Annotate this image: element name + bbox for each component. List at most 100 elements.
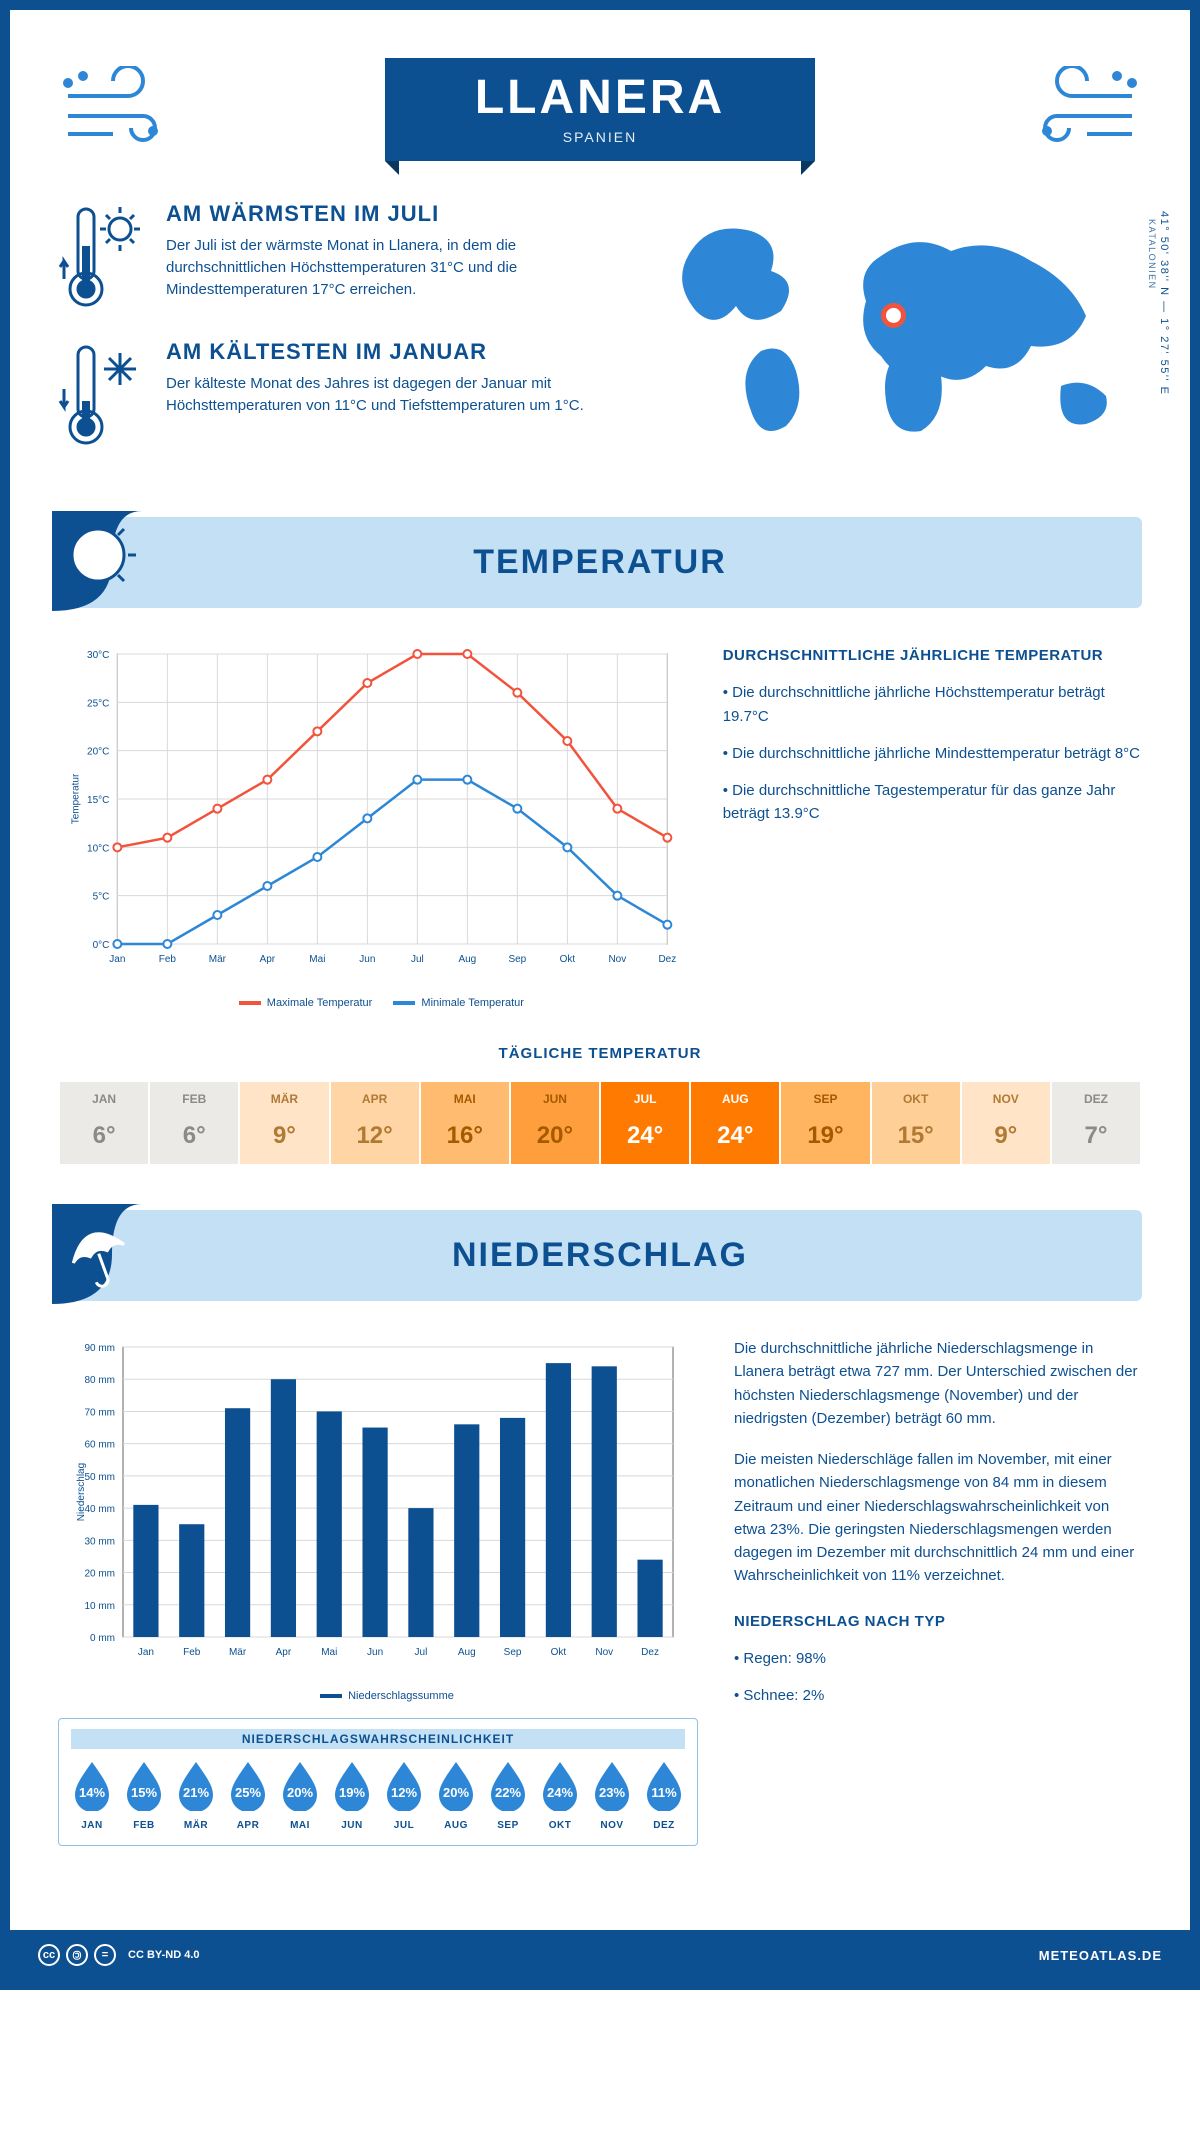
svg-text:10 mm: 10 mm <box>84 1601 115 1612</box>
fact-title: AM KÄLTESTEN IM JANUAR <box>166 339 600 365</box>
svg-text:24%: 24% <box>547 1785 573 1800</box>
svg-text:Mai: Mai <box>321 1647 337 1658</box>
svg-text:50 mm: 50 mm <box>84 1472 115 1483</box>
precip-prob-drop: 11%DEZ <box>643 1759 685 1831</box>
footer: cc🄯= CC BY-ND 4.0 METEOATLAS.DE <box>10 1930 1190 1980</box>
svg-text:10°C: 10°C <box>87 843 109 854</box>
daily-temp-cell: AUG24° <box>691 1082 781 1164</box>
precip-prob-drop: 15%FEB <box>123 1759 165 1831</box>
fact-text: Der kälteste Monat des Jahres ist dagege… <box>166 373 600 417</box>
svg-text:Okt: Okt <box>560 954 576 965</box>
svg-text:11%: 11% <box>651 1785 677 1800</box>
precip-prob-drop: 20%MAI <box>279 1759 321 1831</box>
svg-text:Sep: Sep <box>508 954 526 965</box>
precip-bar-chart: 0 mm10 mm20 mm30 mm40 mm50 mm60 mm70 mm8… <box>58 1337 698 1846</box>
svg-text:Sep: Sep <box>504 1647 522 1658</box>
daily-temp-cell: SEP19° <box>781 1082 871 1164</box>
svg-text:Jun: Jun <box>367 1647 383 1658</box>
precip-probability: NIEDERSCHLAGSWAHRSCHEINLICHKEIT 14%JAN15… <box>58 1718 698 1846</box>
wind-icon <box>58 66 178 156</box>
svg-text:Mär: Mär <box>229 1647 247 1658</box>
svg-text:Temperatur: Temperatur <box>70 773 81 824</box>
section-heading: NIEDERSCHLAG <box>58 1236 1142 1275</box>
temperature-line-chart: 0°C 5°C 10°C 15°C 20°C 25°C 30°C Jan Feb Mär Apr Ma… <box>58 644 687 1009</box>
svg-text:Feb: Feb <box>183 1647 201 1658</box>
precip-summary: Die durchschnittliche jährliche Niedersc… <box>734 1337 1142 1846</box>
svg-text:Okt: Okt <box>551 1647 567 1658</box>
svg-text:22%: 22% <box>495 1785 521 1800</box>
svg-text:Nov: Nov <box>595 1647 613 1658</box>
chart-legend: Maximale Temperatur Minimale Temperatur <box>58 997 687 1009</box>
title-ribbon: LLANERA SPANIEN <box>385 58 815 161</box>
daily-temp-strip: JAN6°FEB6°MÄR9°APR12°MAI16°JUN20°JUL24°A… <box>58 1080 1142 1166</box>
daily-temp-cell: JUL24° <box>601 1082 691 1164</box>
svg-text:Dez: Dez <box>641 1647 659 1658</box>
svg-text:30 mm: 30 mm <box>84 1536 115 1547</box>
svg-text:0°C: 0°C <box>93 940 110 951</box>
svg-text:Jan: Jan <box>109 954 125 965</box>
page-subtitle: SPANIEN <box>475 129 725 145</box>
precip-prob-drop: 25%APR <box>227 1759 269 1831</box>
thermometer-sun-icon <box>58 201 148 311</box>
svg-text:14%: 14% <box>79 1785 105 1800</box>
svg-text:20%: 20% <box>287 1785 313 1800</box>
svg-text:40 mm: 40 mm <box>84 1504 115 1515</box>
daily-temp-cell: NOV9° <box>962 1082 1052 1164</box>
svg-text:Mai: Mai <box>309 954 325 965</box>
svg-text:Dez: Dez <box>658 954 676 965</box>
world-map: 41° 50' 38'' N — 1° 27' 55'' E KATALONIE… <box>640 201 1142 477</box>
daily-temp-title: TÄGLICHE TEMPERATUR <box>58 1045 1142 1062</box>
sun-icon <box>52 511 172 611</box>
svg-text:Nov: Nov <box>608 954 626 965</box>
daily-temp-cell: MÄR9° <box>240 1082 330 1164</box>
svg-text:21%: 21% <box>183 1785 209 1800</box>
daily-temp-cell: MAI16° <box>421 1082 511 1164</box>
svg-text:25%: 25% <box>235 1785 261 1800</box>
svg-text:20 mm: 20 mm <box>84 1569 115 1580</box>
svg-text:5°C: 5°C <box>93 892 110 903</box>
precip-prob-drop: 14%JAN <box>71 1759 113 1831</box>
svg-text:80 mm: 80 mm <box>84 1375 115 1386</box>
daily-temp-cell: JAN6° <box>60 1082 150 1164</box>
daily-temp-cell: FEB6° <box>150 1082 240 1164</box>
precip-prob-drop: 22%SEP <box>487 1759 529 1831</box>
precip-prob-drop: 24%OKT <box>539 1759 581 1831</box>
precip-prob-drop: 12%JUL <box>383 1759 425 1831</box>
section-heading: TEMPERATUR <box>58 543 1142 582</box>
daily-temp-cell: DEZ7° <box>1052 1082 1140 1164</box>
site-name: METEOATLAS.DE <box>1039 1948 1162 1963</box>
svg-text:70 mm: 70 mm <box>84 1407 115 1418</box>
header: LLANERA SPANIEN <box>58 58 1142 161</box>
section-band-precip: NIEDERSCHLAG <box>58 1210 1142 1301</box>
svg-text:Niederschlag: Niederschlag <box>76 1463 87 1521</box>
fact-coldest: AM KÄLTESTEN IM JANUAR Der kälteste Mona… <box>58 339 600 449</box>
page-title: LLANERA <box>475 70 725 125</box>
svg-text:15%: 15% <box>131 1785 157 1800</box>
svg-text:15°C: 15°C <box>87 795 109 806</box>
coordinates: 41° 50' 38'' N — 1° 27' 55'' E KATALONIE… <box>1146 211 1170 477</box>
precip-prob-drop: 20%AUG <box>435 1759 477 1831</box>
svg-text:Feb: Feb <box>159 954 177 965</box>
svg-text:20°C: 20°C <box>87 747 109 758</box>
cc-license-icons: cc🄯= CC BY-ND 4.0 <box>38 1944 200 1966</box>
svg-text:Jun: Jun <box>359 954 375 965</box>
fact-warmest: AM WÄRMSTEN IM JULI Der Juli ist der wär… <box>58 201 600 311</box>
svg-text:12%: 12% <box>391 1785 417 1800</box>
temperature-summary: DURCHSCHNITTLICHE JÄHRLICHE TEMPERATUR •… <box>723 644 1142 1009</box>
svg-text:30°C: 30°C <box>87 650 109 661</box>
section-band-temperature: TEMPERATUR <box>58 517 1142 608</box>
wind-icon <box>1022 66 1142 156</box>
svg-text:20%: 20% <box>443 1785 469 1800</box>
umbrella-icon <box>52 1204 172 1304</box>
precip-prob-drop: 23%NOV <box>591 1759 633 1831</box>
svg-text:Apr: Apr <box>260 954 276 965</box>
svg-text:Mär: Mär <box>209 954 227 965</box>
thermometer-snow-icon <box>58 339 148 449</box>
precip-prob-drop: 19%JUN <box>331 1759 373 1831</box>
svg-text:Aug: Aug <box>458 1647 476 1658</box>
svg-text:Jan: Jan <box>138 1647 154 1658</box>
svg-text:60 mm: 60 mm <box>84 1440 115 1451</box>
daily-temp-cell: OKT15° <box>872 1082 962 1164</box>
svg-text:19%: 19% <box>339 1785 365 1800</box>
svg-text:25°C: 25°C <box>87 698 109 709</box>
